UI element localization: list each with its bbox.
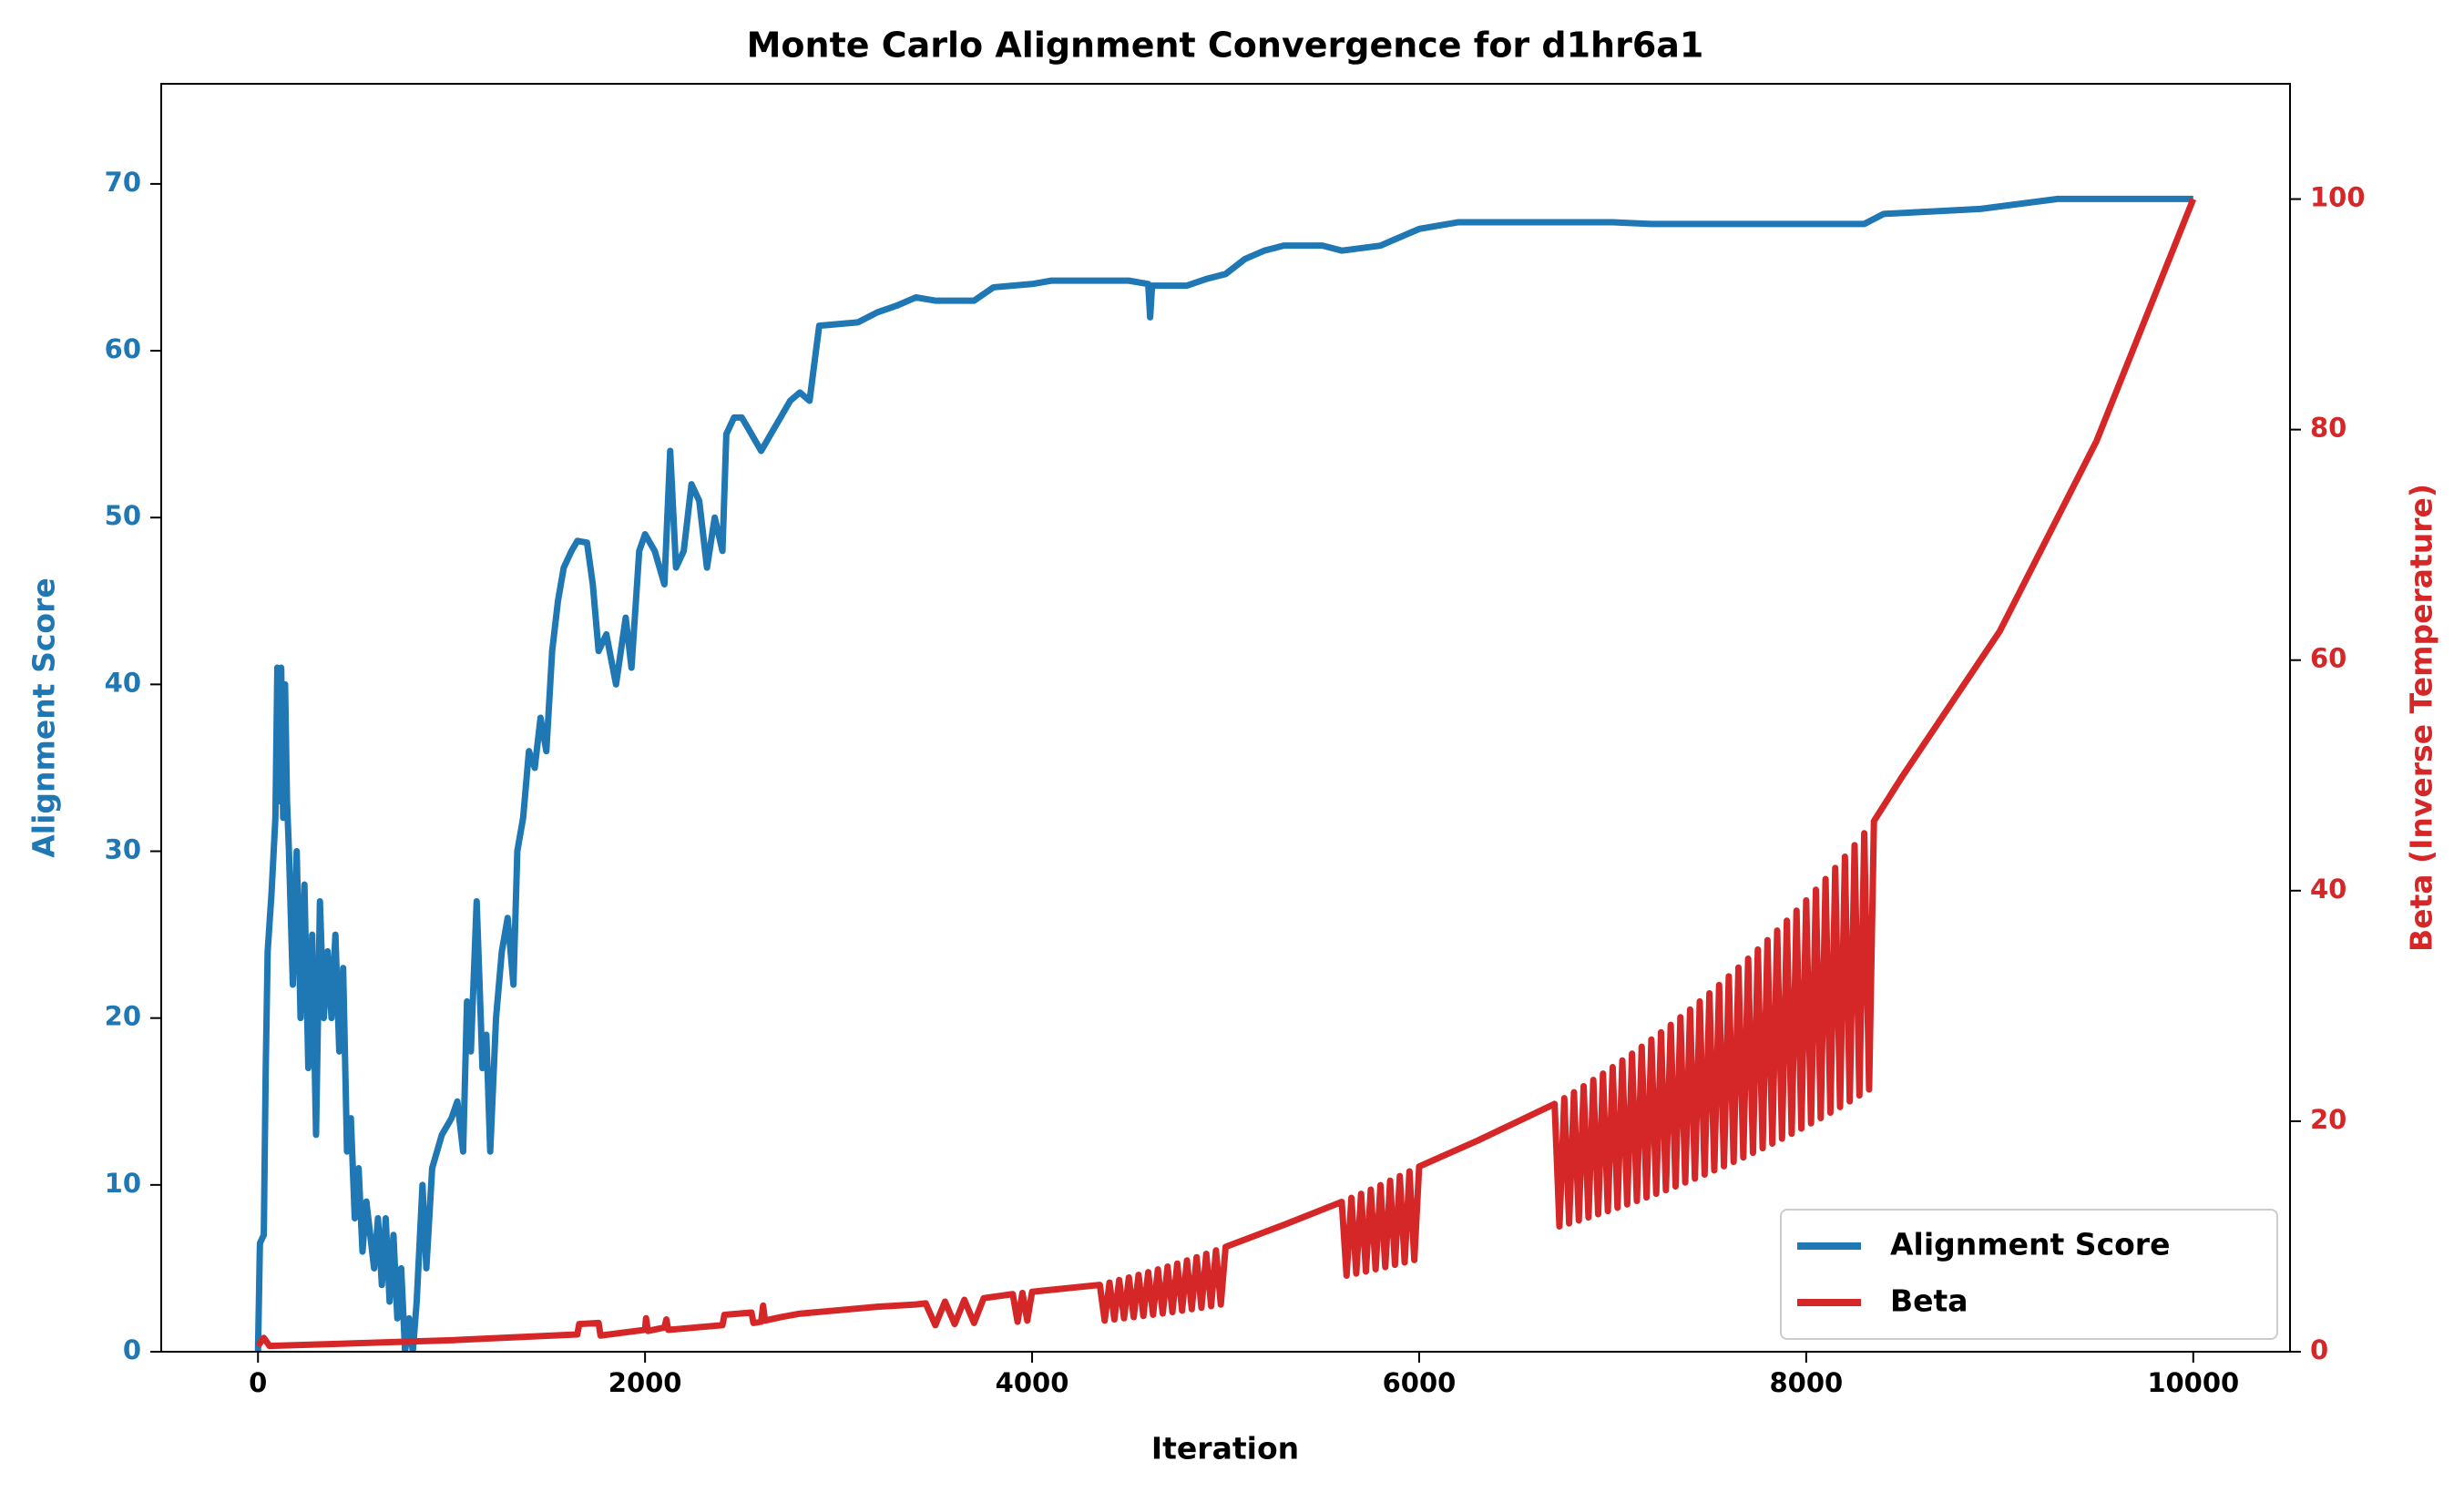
y-tick-label: 0 <box>123 1334 141 1365</box>
x-tick-label: 4000 <box>996 1367 1069 1398</box>
series-line <box>254 195 2193 1352</box>
legend-label: Beta <box>1890 1283 1968 1319</box>
series-line <box>255 198 2197 1350</box>
plot-frame <box>160 83 2291 1353</box>
y-tick-label: 70 <box>105 167 141 198</box>
x-tick-label: 0 <box>249 1367 267 1398</box>
chart-title: Monte Carlo Alignment Convergence for d1… <box>747 26 1704 66</box>
y2-axis-label: Beta (Inverse Temperature) <box>2404 484 2439 952</box>
y-tick-label: 10 <box>105 1168 141 1199</box>
y-axis-label: Alignment Score <box>26 577 62 857</box>
x-tick-label: 8000 <box>1770 1367 1844 1398</box>
x-tick-label: 2000 <box>608 1367 682 1398</box>
y2-tick-label: 0 <box>2310 1334 2328 1365</box>
x-tick-label: 6000 <box>1383 1367 1457 1398</box>
y-tick-label: 30 <box>105 834 141 865</box>
legend-box <box>1780 1209 2278 1340</box>
legend-label: Alignment Score <box>1890 1227 2170 1262</box>
y2-tick-label: 40 <box>2310 874 2346 904</box>
y-tick-label: 60 <box>105 333 141 364</box>
x-tick-label: 10000 <box>2147 1367 2239 1398</box>
y-tick-label: 20 <box>105 1001 141 1032</box>
y2-tick-label: 20 <box>2310 1104 2346 1135</box>
x-axis-label: Iteration <box>1151 1431 1299 1466</box>
y-tick-label: 50 <box>105 500 141 531</box>
y2-tick-label: 100 <box>2310 182 2366 213</box>
y2-tick-label: 60 <box>2310 643 2346 674</box>
y2-tick-label: 80 <box>2310 413 2346 444</box>
y-tick-label: 40 <box>105 667 141 698</box>
